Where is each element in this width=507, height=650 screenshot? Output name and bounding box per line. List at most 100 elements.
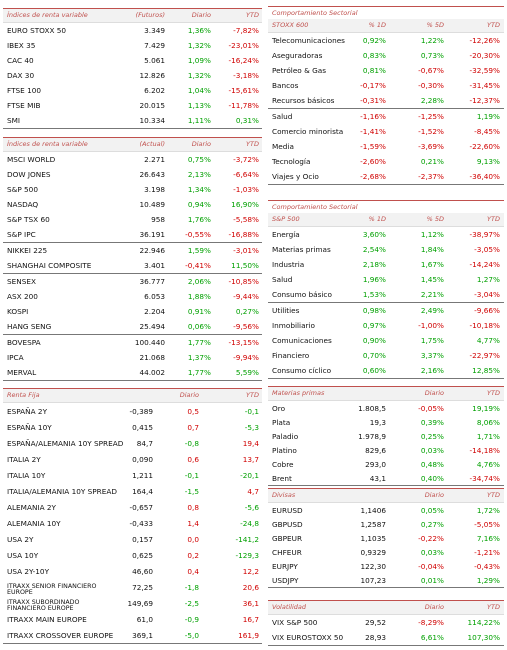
data-row: FTSE MIB 20.015 1,13% -11,78% (3, 98, 262, 113)
row-label: GBPEUR (272, 533, 303, 543)
row-label: ITRAXX SUBORDINADO FINANCIERO EUROPE (7, 598, 80, 612)
data-row: EURJPY 122,30 -0,04% -0,43% (268, 559, 504, 573)
value-cell: 1,13% (187, 101, 211, 110)
row-label: Consumo cíclico (272, 366, 332, 375)
header-row: STOXX 600 % 1D % 5D YTD (268, 19, 504, 33)
value-cell: -38,97% (469, 230, 500, 239)
value-cell: 8,06% (476, 417, 500, 427)
data-row: Viajes y Ocio -2,68% -2,37% -36,40% (268, 169, 504, 184)
header-cell: (Futuros) (135, 11, 165, 19)
value-cell: 0,97% (362, 321, 386, 330)
value-cell: 0,31% (235, 116, 259, 125)
data-row: USDJPY 107,23 0,01% 1,29% (268, 573, 504, 587)
value-cell: 2,16% (420, 366, 444, 375)
value-cell: 1,77% (187, 368, 211, 377)
row-label: DAX 30 (7, 71, 35, 80)
value-cell: 0,4 (187, 566, 199, 576)
value-cell: 10.489 (139, 200, 165, 209)
value-cell: 0,01% (420, 575, 444, 585)
value-cell: 164,4 (132, 486, 153, 496)
value-cell: 44.002 (139, 368, 165, 377)
row-label: KOSPI (7, 307, 29, 316)
value-cell: 100.440 (134, 338, 165, 347)
value-cell: 1,36% (187, 26, 211, 35)
data-row: DAX 30 12.826 1,32% -3,18% (3, 68, 262, 83)
value-cell: -3,69% (418, 142, 444, 151)
data-row: Cobre 293,0 0,48% 4,76% (268, 457, 504, 471)
row-label: SMI (7, 116, 21, 125)
value-cell: 1,19% (476, 112, 500, 121)
data-row: ITALIA/ALEMANIA 10Y SPREAD 164,4 -1,5 4,7 (3, 483, 262, 499)
value-cell: -1,00% (418, 321, 444, 330)
header-row: Índices de renta variable (Actual) Diario Y… (3, 138, 262, 152)
value-cell: 36.191 (139, 230, 165, 239)
row-label: Utilities (272, 306, 300, 315)
data-row: EURUSD 1,1406 0,05% 1,72% (268, 503, 504, 517)
data-row: GBPUSD 1,2587 0,27% -5,05% (268, 517, 504, 531)
value-cell: -32,59% (469, 66, 500, 75)
header-cell: YTD (246, 391, 259, 399)
value-cell: 2,28% (420, 96, 444, 105)
data-row: Paladio 1.978,9 0,25% 1,71% (268, 429, 504, 443)
data-row: USA 2Y 0,157 0,0 -141,2 (3, 531, 262, 547)
section-title-text: Comportamiento Sectorial (272, 8, 358, 17)
value-cell: -0,1 (184, 470, 199, 480)
data-row: BOVESPA 100.440 1,77% -13,15% (3, 335, 262, 350)
value-cell: -8,29% (418, 618, 444, 627)
row-label: BOVESPA (7, 338, 41, 347)
value-cell: 0,05% (420, 505, 444, 515)
value-cell: 16,7 (242, 614, 259, 624)
value-cell: 10.334 (139, 116, 165, 125)
row-label: ITALIA/ALEMANIA 10Y SPREAD (7, 486, 117, 496)
data-row: Consumo cíclico 0,60% 2,16% 12,85% (268, 363, 504, 378)
header-cell: YTD (487, 21, 500, 29)
value-cell: 0,6 (187, 454, 199, 464)
row-label: ITALIA 2Y (7, 454, 41, 464)
data-row: Brent 43,1 0,40% -34,74% (268, 471, 504, 485)
value-cell: -5,0 (184, 630, 199, 640)
row-label: USA 2Y (7, 534, 34, 544)
value-cell: -0,43% (474, 561, 500, 571)
header-cell: YTD (487, 603, 500, 611)
value-cell: 107,30% (467, 633, 500, 642)
value-cell: -0,31% (360, 96, 386, 105)
value-cell: 1,32% (187, 71, 211, 80)
value-cell: -7,82% (233, 26, 259, 35)
data-row: ALEMANIA 2Y -0,657 0,8 -5,6 (3, 499, 262, 515)
value-cell: -0,389 (129, 406, 153, 416)
row-label: Tecnología (272, 157, 311, 166)
value-cell: -129,3 (235, 550, 259, 560)
value-cell: -1,21% (474, 547, 500, 557)
data-row: ESPAÑA 10Y 0,415 0,7 -5,3 (3, 419, 262, 435)
value-cell: 114,22% (467, 618, 500, 627)
header-cell: Diario (424, 491, 444, 499)
value-cell: 13,7 (242, 454, 259, 464)
data-row: Media -1,59% -3,69% -22,60% (268, 139, 504, 154)
row-label: EURUSD (272, 505, 303, 515)
value-cell: 0,2 (187, 550, 199, 560)
row-label: Industria (272, 260, 305, 269)
row-label: IBEX 35 (7, 41, 36, 50)
value-cell: 2,06% (187, 277, 211, 286)
value-cell: 0,8 (187, 502, 199, 512)
header-cell: % 1D (368, 21, 386, 29)
value-cell: -0,22% (418, 533, 444, 543)
value-cell: 26.643 (139, 170, 165, 179)
value-cell: 1,2587 (360, 519, 386, 529)
value-cell: 0,9329 (360, 547, 386, 557)
value-cell: 0,157 (132, 534, 153, 544)
data-row: SHANGHAI COMPOSITE 3.401 -0,41% 11,50% (3, 258, 262, 274)
row-label: Plata (272, 417, 291, 427)
row-label: SENSEX (7, 277, 36, 286)
header-cell: Volatilidad (272, 603, 307, 611)
value-cell: 0,7 (187, 422, 199, 432)
header-cell: Diario (424, 603, 444, 611)
value-cell: 1,22% (420, 36, 444, 45)
value-cell: -2,60% (360, 157, 386, 166)
data-row: SMI 10.334 1,11% 0,31% (3, 113, 262, 128)
row-label: Oro (272, 403, 286, 413)
header-cell: % 5D (426, 21, 444, 29)
value-cell: 0,27% (420, 519, 444, 529)
value-cell: 829,6 (365, 445, 386, 455)
row-label: Salud (272, 112, 293, 121)
